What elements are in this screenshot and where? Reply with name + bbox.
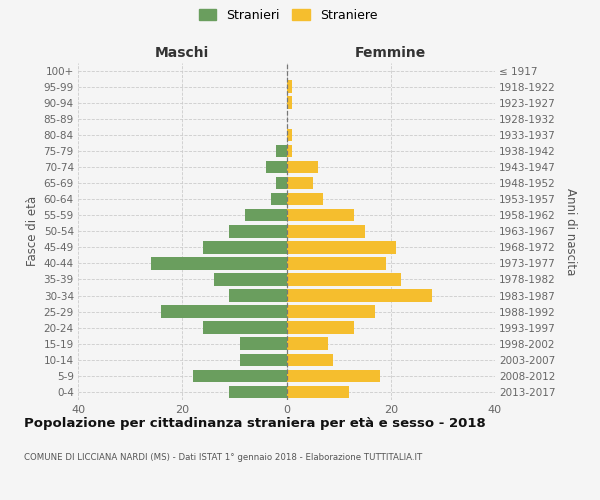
Bar [287,354,334,366]
Text: Maschi: Maschi [155,46,209,60]
Bar [203,322,287,334]
Bar [287,209,354,222]
Text: COMUNE DI LICCIANA NARDI (MS) - Dati ISTAT 1° gennaio 2018 - Elaborazione TUTTIT: COMUNE DI LICCIANA NARDI (MS) - Dati IST… [24,452,422,462]
Bar [276,177,287,190]
Bar [203,241,287,254]
Bar [287,322,354,334]
Bar [287,160,318,173]
Bar [229,225,287,237]
Bar [287,225,365,237]
Bar [287,193,323,205]
Bar [276,144,287,157]
Bar [266,160,287,173]
Legend: Stranieri, Straniere: Stranieri, Straniere [199,8,377,22]
Text: Popolazione per cittadinanza straniera per età e sesso - 2018: Popolazione per cittadinanza straniera p… [24,418,486,430]
Bar [287,257,386,270]
Bar [287,96,292,109]
Bar [151,257,287,270]
Y-axis label: Fasce di età: Fasce di età [26,196,40,266]
Text: Femmine: Femmine [355,46,427,60]
Bar [287,290,433,302]
Bar [214,273,287,285]
Bar [287,128,292,141]
Bar [287,386,349,398]
Bar [287,370,380,382]
Bar [239,354,287,366]
Y-axis label: Anni di nascita: Anni di nascita [564,188,577,275]
Bar [287,177,313,190]
Bar [287,241,396,254]
Bar [229,386,287,398]
Bar [287,80,292,93]
Bar [229,290,287,302]
Bar [287,144,292,157]
Bar [271,193,287,205]
Bar [287,306,375,318]
Bar [287,338,328,350]
Bar [245,209,287,222]
Bar [161,306,287,318]
Bar [239,338,287,350]
Bar [193,370,287,382]
Bar [287,273,401,285]
